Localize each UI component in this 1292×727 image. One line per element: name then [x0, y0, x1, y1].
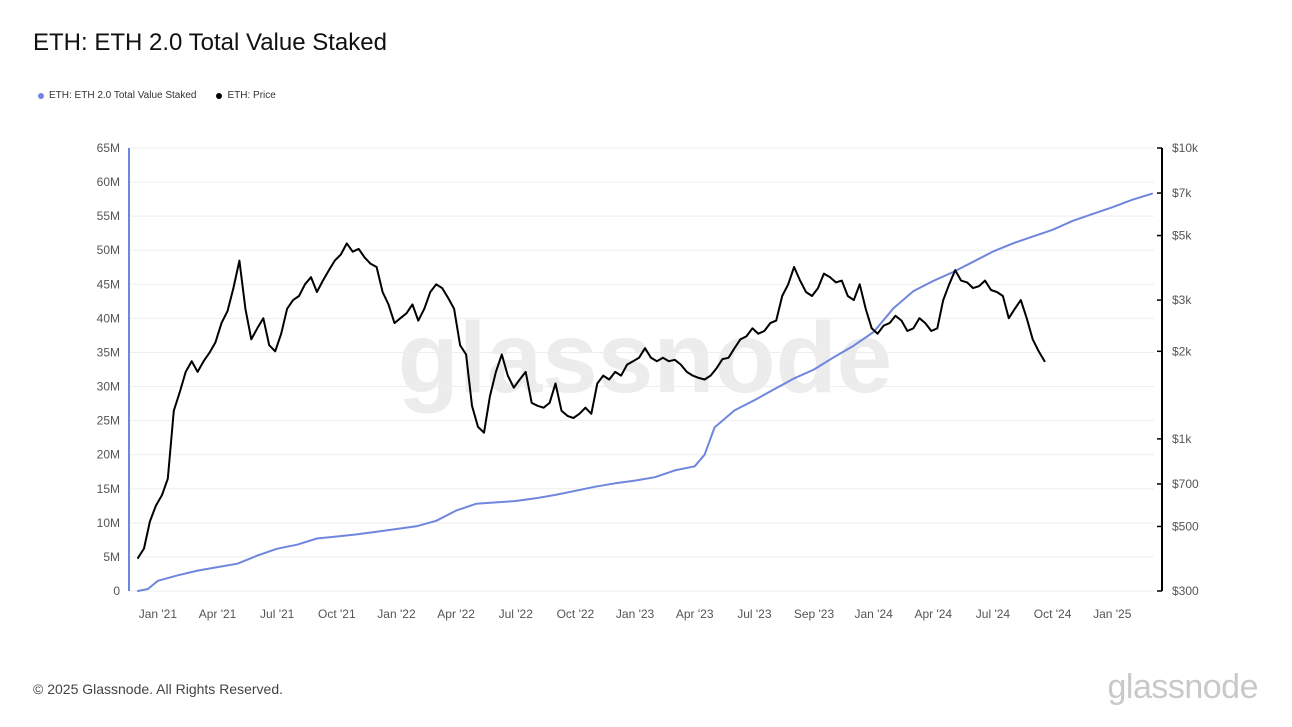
glassnode-logo: glassnode	[1107, 668, 1258, 706]
x-tick-label: Oct '24	[1034, 607, 1072, 621]
x-tick-label: Oct '21	[318, 607, 356, 621]
price-series-line	[137, 242, 1046, 559]
x-tick-label: Apr '22	[437, 607, 475, 621]
x-tick-label: Jul '21	[260, 607, 295, 621]
y-left-tick-label: 50M	[97, 243, 120, 257]
x-tick-label: Jan '22	[377, 607, 416, 621]
legend-price-dot	[216, 92, 223, 99]
staked-series-line	[137, 192, 1153, 592]
y-right-tick-label: $700	[1172, 477, 1199, 491]
y-left-tick-label: 55M	[97, 209, 120, 223]
y-right-tick-label: $3k	[1172, 293, 1192, 307]
y-right-tick-label: $10k	[1172, 141, 1199, 155]
y-left-tick-label: 25M	[97, 414, 120, 428]
copyright-footer: © 2025 Glassnode. All Rights Reserved.	[33, 681, 284, 697]
x-tick-label: Jan '24	[854, 607, 893, 621]
y-right-tick-label: $5k	[1172, 229, 1192, 243]
y-left-tick-label: 35M	[97, 345, 120, 359]
y-right-tick-label: $2k	[1172, 344, 1192, 358]
y-right-tick-label: $500	[1172, 519, 1199, 533]
x-tick-label: Jul '22	[499, 607, 534, 621]
y-left-tick-label: 10M	[97, 516, 120, 530]
watermark-text: glassnode	[398, 302, 893, 414]
y-left-tick-label: 40M	[97, 311, 120, 325]
y-left-tick-label: 0	[113, 584, 120, 598]
x-tick-label: Jan '23	[616, 607, 655, 621]
y-left-tick-label: 45M	[97, 277, 120, 291]
x-tick-label: Oct '22	[557, 607, 595, 621]
legend-item-staked[interactable]: ETH: ETH 2.0 Total Value Staked	[38, 90, 196, 101]
y-right-tick-label: $300	[1172, 584, 1199, 598]
x-tick-label: Sep '23	[794, 607, 835, 621]
y-right-tick-label: $1k	[1172, 432, 1192, 446]
y-left-tick-label: 60M	[97, 175, 120, 189]
chart-title: ETH: ETH 2.0 Total Value Staked	[33, 29, 387, 56]
legend-staked-label: ETH: ETH 2.0 Total Value Staked	[49, 90, 197, 101]
y-left-tick-label: 5M	[103, 550, 120, 564]
x-tick-label: Jul '23	[737, 607, 772, 621]
x-tick-label: Apr '23	[676, 607, 714, 621]
y-left-tick-label: 20M	[97, 448, 120, 462]
x-tick-label: Jan '25	[1093, 607, 1132, 621]
x-tick-label: Jul '24	[976, 607, 1011, 621]
y-left-tick-label: 30M	[97, 380, 120, 394]
x-tick-label: Apr '24	[914, 607, 952, 621]
legend: ETH: ETH 2.0 Total Value Staked ETH: Pri…	[38, 90, 276, 101]
y-left-tick-label: 15M	[97, 482, 120, 496]
y-left-tick-label: 65M	[97, 141, 120, 155]
legend-staked-dot	[38, 92, 44, 99]
legend-item-price[interactable]: ETH: Price	[216, 90, 276, 101]
x-tick-label: Apr '21	[199, 607, 237, 621]
x-tick-label: Jan '21	[139, 607, 178, 621]
legend-price-label: ETH: Price	[227, 90, 276, 101]
y-right-tick-label: $7k	[1172, 186, 1192, 200]
